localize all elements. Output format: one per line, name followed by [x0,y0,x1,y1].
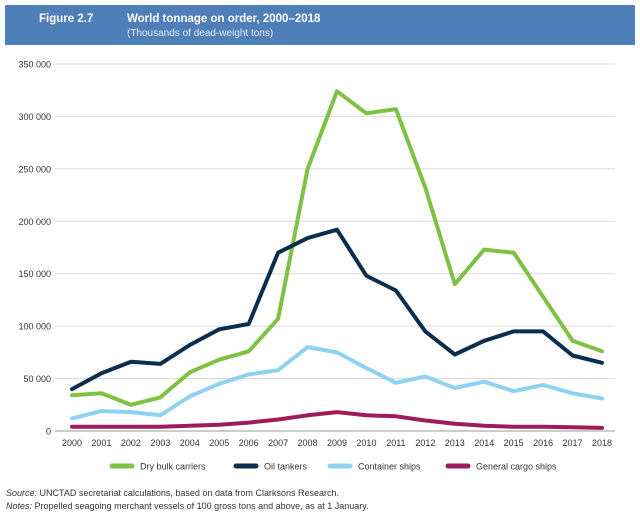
legend-label: Dry bulk carriers [140,462,206,472]
x-tick-label: 2015 [504,438,524,448]
y-tick-label: 100 000 [18,322,51,332]
y-tick-label: 200 000 [18,217,51,227]
source-label: Source: [6,488,38,498]
x-tick-label: 2018 [592,438,612,448]
x-tick-label: 2016 [533,438,553,448]
figure-header: Figure 2.7 World tonnage on order, 2000–… [5,5,635,45]
y-tick-label: 50 000 [23,374,51,384]
x-tick-label: 2013 [445,438,465,448]
y-tick-label: 0 [46,427,51,437]
x-tick-label: 2002 [121,438,141,448]
series-line-container-ships [70,345,604,421]
legend-label: Oil tankers [264,462,308,472]
x-tick-label: 2011 [386,438,405,448]
x-tick-label: 2014 [474,438,494,448]
y-tick-label: 150 000 [18,269,51,279]
source-line: Source: UNCTAD secretariat calculations,… [6,487,369,500]
x-tick-label: 2009 [327,438,347,448]
notes-text: Propelled seagoing merchant vessels of 1… [32,501,369,511]
figure-subtitle: (Thousands of dead-weight tons) [127,28,274,39]
y-tick-label: 350 000 [18,60,51,70]
legend-label: General cargo ships [476,462,557,472]
series-line-dry-bulk-carriers [70,89,604,407]
x-tick-label: 2005 [209,438,229,448]
source-text: UNCTAD secretariat calculations, based o… [37,488,339,498]
y-tick-label: 300 000 [18,112,51,122]
x-tick-label: 2001 [91,438,111,448]
x-tick-label: 2000 [62,438,82,448]
figure-number: Figure 2.7 [39,13,94,25]
figure-title: World tonnage on order, 2000–2018 [127,13,321,25]
notes-line: Notes: Propelled seagoing merchant vesse… [6,500,369,513]
notes-label: Notes: [6,501,33,511]
legend-label: Container ships [358,462,421,472]
source-notes: Source: UNCTAD secretariat calculations,… [6,487,369,513]
x-tick-label: 2008 [298,438,318,448]
series-line-general-cargo-ships [70,410,604,430]
x-tick-label: 2017 [563,438,583,448]
x-tick-label: 2004 [180,438,200,448]
x-tick-label: 2003 [150,438,170,448]
line-chart: 0 50 000 100 000 150 000 200 000 250 000 300 0… [18,60,615,472]
x-tick-label: 2007 [268,438,288,448]
x-tick-label: 2012 [415,438,435,448]
x-tick-label: 2006 [239,438,259,448]
x-tick-label: 2010 [356,438,376,448]
y-tick-label: 250 000 [18,164,51,174]
series-line-oil-tankers [70,227,604,392]
